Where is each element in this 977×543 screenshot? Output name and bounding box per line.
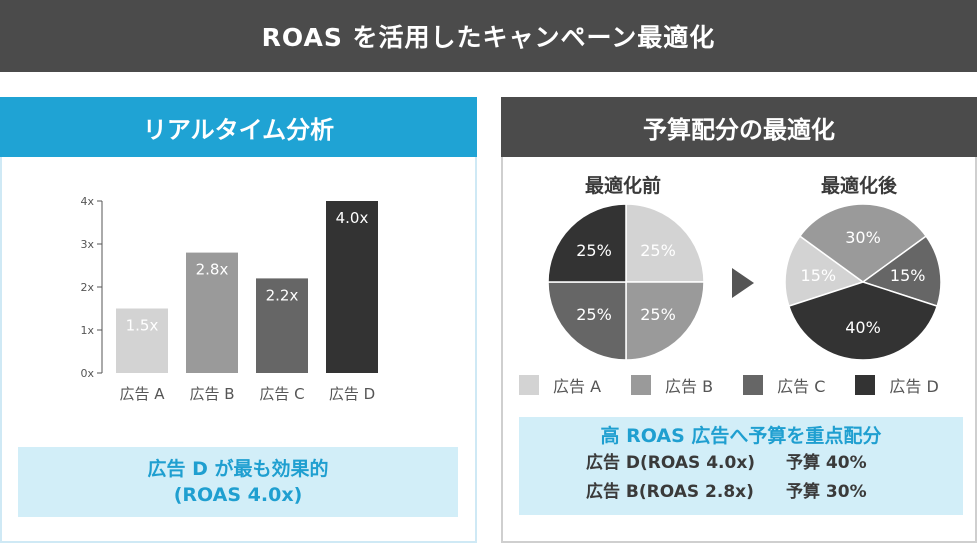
roas-bar-chart: 0x 1x 2x 3x 4x 1.5x 広告 A 2.8x 広告 B 2.2x 広告 C 4.0x 広告… [80,195,378,403]
pie-slice-label: 15% [890,266,926,285]
legend-label-a: 広告 A [553,377,602,396]
legend-item-d: 広告 D [855,373,939,397]
bar-data-label: 2.8x [196,261,229,279]
pie-slice [784,235,865,308]
y-tick-label: 3x [80,238,94,251]
y-tick-label: 0x [80,367,94,380]
legend-label-c: 広告 C [777,377,826,396]
allocation-row: 広告 D(ROAS 4.0x) 予算 40% [519,449,963,478]
arrow-right-icon [732,268,754,298]
bar [326,201,378,373]
legend-label-b: 広告 B [665,377,714,396]
allocation-budget: 予算 40% [786,453,867,473]
pie-slice [547,203,627,283]
pie-slice-label: 25% [576,305,612,324]
best-ad-line1: 広告 D が最も効果的 [147,458,329,480]
legend-swatch-d [855,375,876,395]
page-title-banner: ROAS を活用したキャンペーン最適化 [0,0,977,72]
allocation-ad: 広告 D(ROAS 4.0x) [586,453,756,473]
pie-slice-label: 40% [845,318,881,337]
pie-after-chart: 15% 30% 15% 40% [784,203,942,361]
pie-slice [787,281,939,361]
realtime-analysis-panel: リアルタイム分析 0x 1x 2x 3x 4x 1.5x 広告 A 2.8x 広告 B 2.2x 広… [0,97,477,543]
legend-swatch-c [743,375,764,395]
allocation-row: 広告 B(ROAS 2.8x) 予算 30% [519,478,963,507]
pie-before-chart: 25% 25% 25% 25% [547,203,705,361]
pie-slice-label: 25% [640,241,676,260]
allocation-ad: 広告 B(ROAS 2.8x) [586,482,754,502]
pie-slice [861,235,942,308]
realtime-analysis-header: リアルタイム分析 [0,97,477,157]
legend-swatch-a [519,375,539,395]
x-tick-label: 広告 C [259,385,304,403]
legend: 広告 A 広告 B 広告 C 広告 D [519,373,969,397]
legend-swatch-b [631,375,652,395]
best-ad-line2: (ROAS 4.0x) [173,484,303,506]
budget-allocation-header: 予算配分の最適化 [501,97,977,157]
legend-label-d: 広告 D [889,377,939,396]
allocation-callout: 高 ROAS 広告へ予算を重点配分 広告 D(ROAS 4.0x) 予算 40%… [519,417,963,515]
legend-item-b: 広告 B [631,373,713,397]
y-tick-label: 4x [80,195,94,208]
pie-slice-label: 25% [640,305,676,324]
pie-slice-label: 30% [845,228,881,247]
bar [256,278,308,373]
allocation-budget: 予算 30% [786,482,867,502]
bar [186,252,238,373]
pie-slice [625,203,705,283]
x-tick-label: 広告 D [329,385,375,403]
pie-slice-label: 25% [576,241,612,260]
bar-data-label: 1.5x [126,317,159,335]
bar-data-label: 2.2x [266,286,299,304]
pie-slice-label: 15% [801,266,837,285]
y-tick-label: 2x [80,281,94,294]
pie-slice [625,281,705,361]
allocation-callout-title: 高 ROAS 広告へ予算を重点配分 [600,425,882,447]
y-tick-label: 1x [80,324,94,337]
pie-slice [798,203,928,283]
pie-before-title: 最適化前 [584,175,661,197]
legend-item-c: 広告 C [743,373,825,397]
x-tick-label: 広告 B [189,385,234,403]
legend-item-a: 広告 A [519,373,601,397]
best-ad-callout: 広告 D が最も効果的 (ROAS 4.0x) [18,447,458,517]
pie-slice [547,281,627,361]
pie-after-title: 最適化後 [820,175,897,197]
bar-data-label: 4.0x [336,209,369,227]
budget-allocation-panel: 予算配分の最適化 最適化前 最適化後 25% 25% 25% 25% 15% 30% 15… [501,97,977,543]
bar [116,308,168,373]
page-title: ROAS を活用したキャンペーン最適化 [261,23,716,52]
x-tick-label: 広告 A [119,385,165,403]
